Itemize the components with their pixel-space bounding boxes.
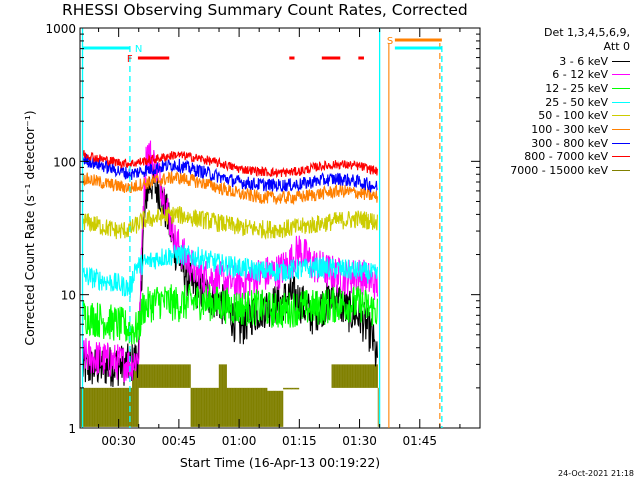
series-12-25-kev-line — [81, 283, 378, 345]
axis-ticks: 1 10 100 1000 00:30 00:45 01:00 01:15 01:30 01:45… — [22, 22, 480, 470]
y-tick-label: 100 — [53, 155, 76, 169]
series-300-800-kev-line — [81, 153, 378, 194]
mode-label-n: N — [135, 44, 142, 55]
legend-swatch — [612, 170, 630, 172]
legend-entry-label: 6 - 12 keV — [552, 68, 608, 82]
series-800-7000-kev-line — [81, 150, 378, 179]
plot-frame — [79, 27, 481, 429]
legend-swatch — [612, 101, 630, 103]
legend-entry-label: 100 - 300 keV — [531, 123, 608, 136]
x-tick-label: 00:30 — [101, 434, 136, 448]
x-tick-label: 01:15 — [282, 434, 317, 448]
y-tick-label: 1 — [68, 422, 76, 436]
legend-entry-label: 3 - 6 keV — [559, 54, 608, 68]
x-tick-label: 01:45 — [402, 434, 437, 448]
legend-swatch — [612, 142, 630, 144]
legend-entry: 7000 - 15000 keV — [510, 164, 630, 178]
mode-label-f: F — [127, 54, 133, 65]
plot-axes — [79, 27, 481, 429]
x-tick-label: 01:30 — [342, 434, 377, 448]
legend-header-line-2: Att 0 — [603, 40, 630, 53]
x-tick-label: 00:45 — [162, 434, 197, 448]
legend-entry-label: 7000 - 15000 keV — [510, 164, 608, 178]
footer-timestamp: 24-Oct-2021 21:18 — [558, 469, 634, 478]
mode-overlays: FN S — [81, 28, 443, 428]
legend-entry-label: 12 - 25 keV — [545, 81, 608, 95]
legend-entry: 50 - 100 keV — [538, 109, 630, 123]
x-tick-label: 01:00 — [222, 434, 257, 448]
legend-swatch — [612, 156, 630, 158]
legend-entry-label: 50 - 100 keV — [538, 109, 608, 123]
legend-swatch — [612, 87, 630, 89]
background-count-series — [80, 364, 379, 427]
legend-entry: 25 - 50 keV — [545, 95, 630, 109]
legend-entry: 3 - 6 keV — [559, 54, 630, 68]
legend-swatch — [612, 60, 630, 62]
legend-swatch — [612, 129, 630, 130]
legend-entry-label: 800 - 7000 keV — [524, 150, 608, 164]
series-lines — [81, 140, 378, 388]
x-axis-label: Start Time (16-Apr-13 00:19:22) — [180, 455, 380, 470]
y-tick-label: 10 — [61, 289, 76, 303]
legend-entry: 100 - 300 keV — [531, 123, 630, 137]
y-tick-label: 1000 — [45, 22, 76, 36]
legend-entry-label: 300 - 800 keV — [531, 136, 608, 150]
mode-label-s: S — [387, 36, 393, 47]
legend-entry: 800 - 7000 keV — [524, 150, 630, 164]
legend-swatch — [612, 115, 630, 117]
legend-header-line-1: Det 1,3,4,5,6,9, — [543, 26, 630, 39]
legend-entry: 12 - 25 keV — [545, 81, 630, 95]
legend-entry: 300 - 800 keV — [531, 136, 630, 150]
series-50-100-kev-line — [81, 206, 378, 240]
series-25-50-kev-line — [81, 244, 378, 298]
series-100-300-kev-line — [81, 171, 378, 206]
chart-title: RHESSI Observing Summary Count Rates, Co… — [62, 1, 468, 19]
legend-swatch — [612, 74, 630, 76]
y-axis-label: Corrected Count Rate (s⁻¹ detector⁻¹) — [22, 110, 37, 345]
legend-entry: 6 - 12 keV — [552, 68, 630, 82]
legend-entry-label: 25 - 50 keV — [545, 95, 608, 109]
